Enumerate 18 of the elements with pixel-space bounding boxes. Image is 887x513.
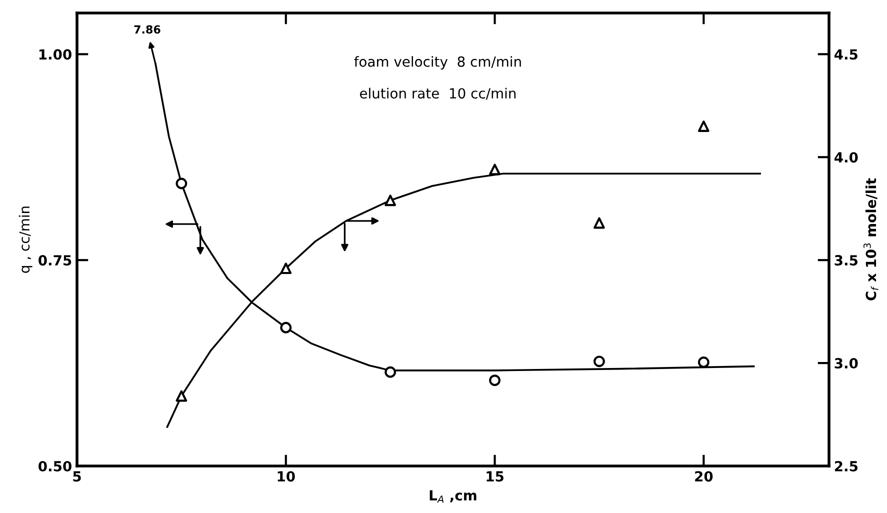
y2-tick-label: 4.0	[834, 152, 858, 163]
y2-tick-label: 3.5	[834, 255, 858, 266]
x-axis-title: L$_{A}$ ,cm	[430, 490, 476, 503]
x-tick-label: 5	[73, 471, 81, 482]
x-tick-label: 15	[486, 471, 504, 482]
y2-tick-label: 4.5	[834, 49, 858, 60]
y2-tick-label: 3.0	[834, 358, 858, 369]
y-tick-label: 0.50	[38, 460, 72, 472]
y-tick-label: 1.00	[39, 49, 72, 60]
y2-axis-title: C$_{f}$ x 10$^{3}$ mole/lit	[863, 178, 878, 300]
annotation: elution rate 10 cc/min	[360, 88, 516, 100]
x-tick-label: 10	[278, 471, 295, 482]
y-axis-title: q , cc/min	[18, 206, 32, 273]
y2-tick-label: 2.5	[834, 460, 858, 472]
y-tick-label: 0.75	[38, 255, 72, 266]
annotation: foam velocity 8 cm/min	[354, 56, 521, 70]
x-tick-label: 20	[695, 471, 713, 482]
annotation: 7.86	[134, 25, 160, 34]
